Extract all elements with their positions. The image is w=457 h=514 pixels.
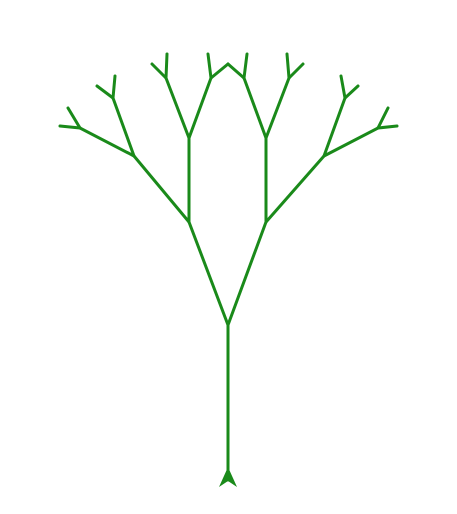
tree-branch — [226, 62, 246, 80]
tree-branch — [95, 84, 115, 100]
tree-branch — [111, 96, 136, 158]
turtle-cursor-group — [219, 467, 237, 487]
tree-branch — [242, 52, 249, 80]
tree-branch — [264, 154, 326, 224]
tree-branch — [226, 220, 268, 327]
tree-branch — [209, 62, 230, 80]
tree-branch — [376, 124, 399, 130]
tree-branch — [343, 84, 360, 100]
tree-branch — [287, 62, 305, 80]
fractal-tree — [58, 52, 399, 482]
tree-branch — [58, 124, 82, 130]
tree-branch — [187, 76, 213, 140]
tree-branch — [322, 96, 347, 158]
tree-branch — [111, 74, 117, 100]
tree-branch — [78, 126, 136, 158]
tree-branch — [242, 76, 268, 140]
tree-branch — [164, 76, 191, 140]
turtle-arrow-icon — [219, 467, 237, 487]
tree-branch — [376, 106, 390, 130]
tree-branch — [66, 106, 82, 130]
tree-branch — [264, 76, 291, 140]
tree-branch — [187, 220, 230, 327]
tree-branch — [339, 74, 347, 100]
tree-branch — [132, 154, 191, 224]
tree-branch — [322, 126, 380, 158]
tree-branch — [206, 52, 213, 80]
tree-branch — [164, 52, 169, 80]
tree-branch — [285, 52, 291, 80]
tree-branch — [150, 62, 168, 80]
